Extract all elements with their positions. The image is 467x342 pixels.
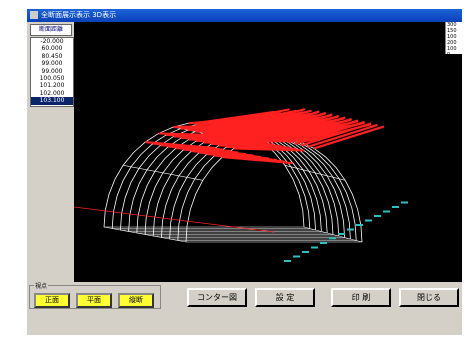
floor-station-label [356, 224, 363, 226]
legend-label: 100 [447, 46, 457, 52]
floor-station-label [302, 251, 309, 253]
floor-station-label [320, 242, 327, 244]
convergence-rib-line [307, 123, 378, 148]
convergence-rib-line [234, 147, 305, 152]
legend-label: 100 [447, 34, 457, 40]
convergence-rib-line [300, 123, 372, 144]
legend-label: 0 [447, 52, 451, 58]
tunnel-longitudinal-line [123, 164, 203, 181]
station-list-item[interactable]: 80.450 [41, 52, 63, 60]
floor-station-label [311, 246, 318, 249]
convergence-rib-line [218, 144, 289, 149]
station-list[interactable]: -20.000 60.000 80.450 99.000 99.000 100.050 10… [30, 37, 74, 107]
front-view-button[interactable]: 正面 [34, 293, 70, 308]
station-list-item[interactable]: 99.000 [41, 60, 63, 68]
station-list-item[interactable]: 101.200 [39, 82, 65, 90]
floor-station-label [392, 206, 399, 208]
settings-button[interactable]: 設 定 [255, 288, 315, 307]
station-list-header: 断面距離 [30, 24, 72, 36]
bottom-toolbar: 視点 正面 平面 縦断 コンター図 設 定 印 刷 閉じる [27, 281, 462, 335]
convergence-rib-line [287, 123, 358, 140]
app-icon [30, 11, 38, 19]
tunnel-3d-scene [74, 108, 408, 262]
floor-station-label [293, 255, 300, 258]
viewpoint-label: 視点 [34, 281, 49, 290]
station-list-item[interactable]: 102.000 [39, 89, 65, 97]
legend-label: 200 [447, 40, 457, 46]
tunnel-longitudinal-line [284, 164, 346, 181]
floor-station-label [347, 228, 354, 231]
plan-view-button[interactable]: 平面 [76, 293, 112, 308]
convergence-rib-line [222, 155, 293, 165]
legend-label: 300 [447, 22, 457, 28]
viewpoint-group: 視点 正面 平面 縦断 [29, 281, 161, 309]
print-button[interactable]: 印 刷 [331, 288, 391, 307]
legend-label: 150 [447, 28, 457, 34]
convergence-rib-line [260, 131, 331, 140]
longitudinal-view-button[interactable]: 縦断 [118, 293, 154, 308]
main-window: 断面距離 -20.000 60.000 80.450 99.000 99.000 100.… [27, 22, 462, 335]
convergence-rib-line [211, 142, 282, 148]
left-panel: 断面距離 -20.000 60.000 80.450 99.000 99.000 100.… [27, 22, 74, 282]
convergence-rib-line [313, 125, 385, 150]
convergence-rib-line [226, 145, 297, 151]
window-title: 全断面展示表示 3D表示 [41, 11, 117, 19]
station-list-item[interactable]: 60.000 [41, 45, 63, 53]
floor-station-label [374, 215, 381, 217]
close-button[interactable]: 閉じる [399, 288, 459, 307]
station-list-item[interactable]: 99.000 [41, 67, 63, 75]
convergence-rib-line [203, 141, 274, 146]
contour-button[interactable]: コンター図 [187, 288, 247, 307]
floor-station-label [338, 233, 345, 235]
3d-viewport[interactable]: 300 150 100 200 100 0 [74, 22, 462, 282]
station-list-item[interactable]: -20.000 [40, 38, 64, 45]
station-list-item[interactable]: 103.100 [31, 97, 73, 105]
floor-station-label [329, 237, 336, 240]
axis-line [74, 206, 275, 233]
floor-station-label [383, 210, 390, 213]
floor-station-label [365, 219, 372, 222]
floor-station-label [284, 260, 291, 262]
station-list-item[interactable]: 100.050 [39, 74, 65, 82]
color-legend: 300 150 100 200 100 0 [445, 22, 462, 58]
title-bar: 全断面展示表示 3D表示 [27, 9, 462, 22]
floor-station-label [401, 201, 408, 204]
